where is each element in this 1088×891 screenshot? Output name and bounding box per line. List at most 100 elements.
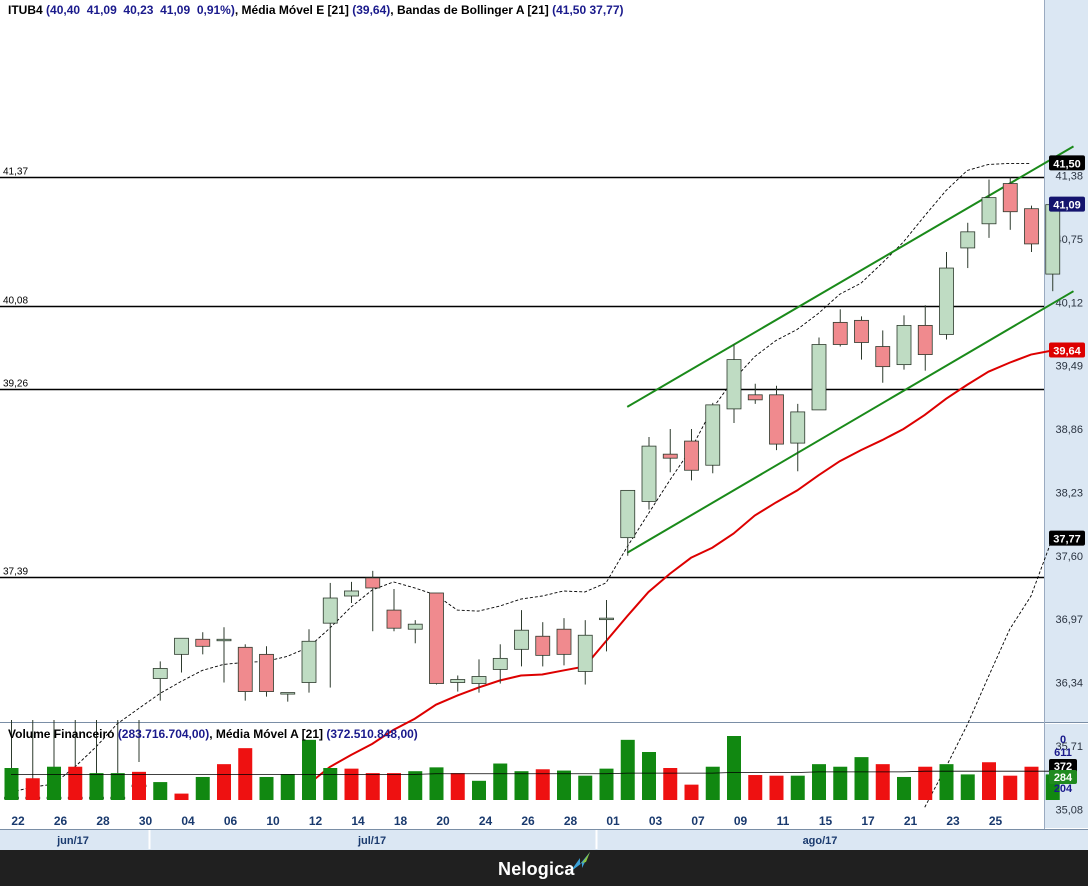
- volume-bar: [153, 782, 168, 800]
- month-label: jun/17: [56, 835, 89, 847]
- price-axis-tick-label: 38,23: [1055, 487, 1083, 499]
- volume-bar: [450, 773, 465, 800]
- volume-bar: [47, 766, 61, 800]
- candle-bull: [492, 657, 508, 670]
- horizontal-level-label: 37,39: [3, 567, 28, 578]
- candle-bear: [1002, 183, 1018, 213]
- time-axis-tick-label: 22: [11, 814, 25, 828]
- volume-bar: [557, 770, 571, 800]
- candle-bull: [301, 640, 317, 683]
- candle-bear: [535, 635, 551, 656]
- volume-bar: [408, 771, 423, 800]
- time-axis-tick-label: 23: [946, 814, 960, 828]
- ema-21-line: [307, 349, 1053, 785]
- volume-bar: [68, 766, 83, 800]
- price-axis-tick-label: 36,97: [1055, 614, 1083, 626]
- candle-bull: [577, 634, 593, 672]
- candle-bear: [365, 577, 381, 589]
- volume-bar: [642, 752, 656, 800]
- candle-bear: [259, 653, 274, 692]
- time-axis-tick-label: 15: [819, 814, 833, 828]
- time-axis-tick-label: 07: [691, 814, 705, 828]
- price-badge-label: 41,09: [1053, 200, 1081, 212]
- month-label: jul/17: [357, 835, 386, 847]
- horizontal-level-label: 39,26: [3, 379, 28, 390]
- ema-label: Média Móvel E [21]: [241, 3, 349, 17]
- candle-bear: [917, 324, 933, 355]
- candle-bear: [237, 646, 253, 692]
- volume-bar: [854, 757, 869, 800]
- candle-bull: [896, 324, 912, 366]
- month-label: ago/17: [803, 835, 838, 847]
- price-badge: [1049, 196, 1085, 212]
- volume-bar: [25, 778, 40, 800]
- close-value: 41,09: [160, 3, 191, 17]
- candle-bull: [152, 668, 168, 679]
- candle-bull: [514, 629, 529, 650]
- time-axis-tick-label: 10: [266, 814, 280, 828]
- time-axis-tick-label: 11: [777, 814, 790, 828]
- candle-bull: [407, 623, 423, 630]
- candle-bear: [386, 609, 402, 629]
- price-axis-tick-label: 41,38: [1055, 171, 1083, 183]
- volume-ma-value: (372.510.848,00): [326, 727, 418, 741]
- candle-bull: [705, 404, 721, 466]
- candle-bear: [195, 638, 211, 647]
- time-axis-tick-label: 21: [904, 814, 918, 828]
- candle-bull: [1045, 204, 1061, 275]
- candle-bear: [832, 321, 848, 345]
- candle-bear: [662, 453, 678, 459]
- time-axis-tick-label: 01: [606, 814, 620, 828]
- candle-bull: [641, 445, 657, 502]
- channel-upper-line: [626, 145, 1075, 408]
- price-badge: [1049, 155, 1085, 171]
- ema-value: (39,64): [352, 3, 391, 17]
- volume-bar: [387, 773, 401, 800]
- price-axis-tick-label: 38,86: [1055, 424, 1083, 436]
- candle-bull: [450, 679, 466, 683]
- time-axis-panel: [0, 829, 1088, 850]
- change-value: 0,91%: [196, 3, 231, 17]
- volume-bar: [365, 773, 380, 800]
- price-axis-tick-label: 39,49: [1055, 361, 1083, 373]
- candle-bull: [620, 489, 636, 539]
- price-axis-tick-label: 40,12: [1055, 297, 1083, 309]
- bb-label: Bandas de Bollinger A [21]: [396, 3, 549, 17]
- volume-ma-badge: [1049, 759, 1077, 773]
- volume-value: (283.716.704,00): [117, 727, 210, 741]
- volume-badge-label: 284: [1054, 772, 1073, 784]
- candle-bear: [875, 346, 891, 368]
- volume-ma-line: [11, 770, 1053, 775]
- volume-bar: [727, 736, 741, 800]
- high-value: 41,09: [86, 3, 117, 17]
- candle-bull: [280, 692, 296, 695]
- volume-bar: [599, 768, 614, 800]
- candle-bull: [790, 411, 806, 444]
- volume-bar: [684, 784, 699, 800]
- bb-values: (41,50 37,77): [552, 3, 624, 17]
- candle-bear: [429, 592, 444, 684]
- volume-bar: [578, 775, 593, 800]
- candle-bear: [684, 440, 699, 471]
- volume-bar: [705, 766, 720, 800]
- low-value: 40,23: [123, 3, 154, 17]
- volume-bar: [4, 768, 19, 800]
- volume-bar: [429, 767, 444, 800]
- volume-bar: [620, 739, 635, 800]
- candle-bull: [174, 637, 189, 655]
- price-badge-label: 41,50: [1053, 158, 1081, 170]
- volume-bar: [960, 774, 975, 800]
- price-axis-tick-label: 40,75: [1055, 234, 1083, 246]
- footer-bar: [0, 850, 1088, 886]
- price-badge-label: 39,64: [1053, 346, 1081, 358]
- volume-axis-tick-label: 611: [1054, 747, 1072, 759]
- volume-bar: [769, 775, 784, 800]
- volume-bar: [790, 775, 805, 800]
- price-chart-header: ITUB4 (40,40 41,09 40,23 41,09 0,91%), M…: [8, 3, 624, 17]
- volume-bar: [812, 764, 826, 800]
- volume-ma-label: Média Móvel A [21]: [215, 727, 324, 741]
- candle-bull: [981, 197, 997, 225]
- volume-axis-tick-label: 204: [1054, 783, 1073, 795]
- price-badge: [1049, 342, 1085, 358]
